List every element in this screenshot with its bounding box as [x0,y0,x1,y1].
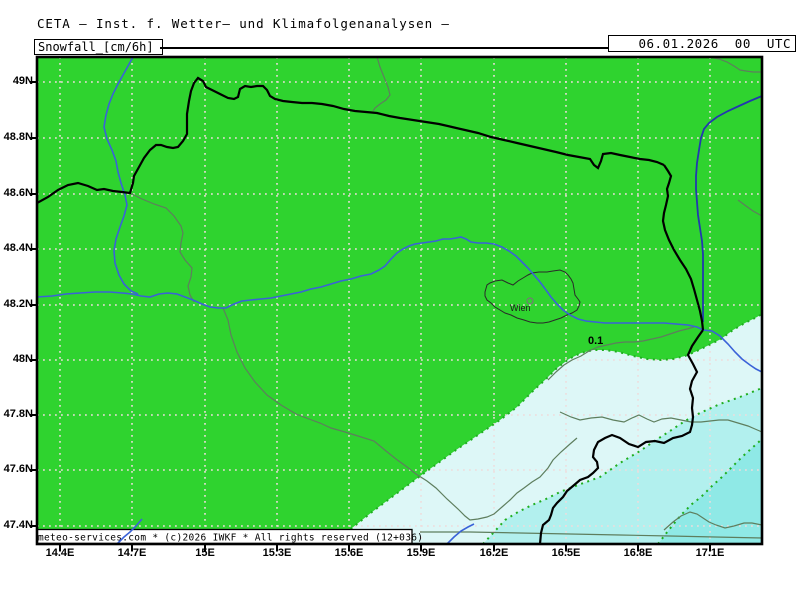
longitude-label: 16.2E [479,547,509,559]
contour-value-label: 0.1 [588,335,603,347]
state-border-bottom-horizontal [420,531,762,539]
state-border-bottom-meander [663,511,762,531]
city-label: Wien [510,303,531,313]
latitude-label: 49N [12,75,33,87]
latitude-label: 48.6N [3,187,33,199]
longitude-label: 14.7E [117,547,147,559]
longitude-label: 15E [195,547,215,559]
country-border-czech [37,76,665,204]
state-border-topright [709,57,762,73]
gridlines [37,57,762,544]
longitude-label: 15.9E [406,547,436,559]
river-bottom-left [116,518,143,544]
danube-river [37,236,762,373]
latitude-label: 48.4N [3,242,33,254]
longitude-label: 15.6E [334,547,364,559]
datetime-box: 06.01.2026 00 UTC [608,35,796,52]
product-label-box: Snowfall_[cm/6h] [34,39,163,55]
longitude-label: 17.1E [695,547,725,559]
product-label: Snowfall_[cm/6h] [38,40,154,54]
latitude-label: 48.8N [3,131,33,143]
river-bottom-middle [446,523,475,544]
state-border-top [372,57,391,112]
longitude-label: 16.8E [623,547,653,559]
longitude-label: 16.5E [551,547,581,559]
latitude-label: 47.8N [3,408,33,420]
state-border-north [129,192,195,303]
country-border-hungary [538,329,704,544]
state-border-burgenland [559,411,762,433]
latitude-label: 47.6N [3,463,33,475]
country-border-slovakia [661,164,705,331]
datetime-label: 06.01.2026 00 UTC [638,36,791,51]
copyright-label: meteo-services.com * (c)2026 IWKF * All … [38,533,423,544]
contour-high-line [657,438,762,544]
state-border-east-diagonal [547,326,695,381]
latitude-label: 48.2N [3,298,33,310]
snowfall-band-dark-region [658,439,762,544]
longitude-label: 15.3E [262,547,292,559]
state-border-carpathians [737,199,762,217]
institute-title: CETA – Inst. f. Wetter– und Klimafolgena… [37,16,450,31]
march-river [695,95,762,322]
header-rule [160,47,609,49]
map-frame [35,55,764,546]
latitude-label: 47.4N [3,519,33,531]
wien-city-marker [526,297,534,305]
longitude-label: 14.4E [45,547,75,559]
state-border-south [222,307,578,521]
latitude-label: 48N [12,353,33,365]
wien-city-outline [484,269,581,324]
river-north-south [103,57,139,295]
